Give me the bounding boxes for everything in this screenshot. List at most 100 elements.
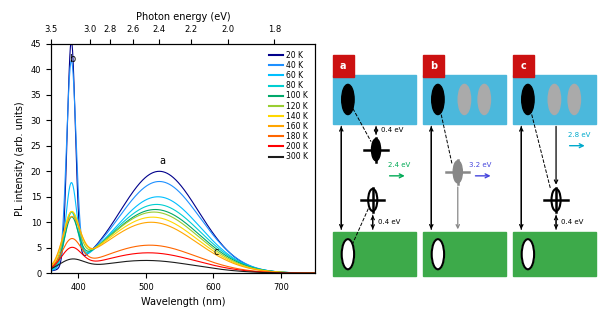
300 K bbox=[262, 271, 269, 274]
Text: b: b bbox=[69, 54, 76, 64]
160 K bbox=[232, 262, 239, 266]
Text: 0.4 eV: 0.4 eV bbox=[381, 127, 403, 133]
Text: b: b bbox=[430, 61, 437, 71]
140 K bbox=[69, 210, 76, 214]
40 K bbox=[257, 267, 265, 271]
140 K bbox=[257, 268, 265, 272]
40 K bbox=[153, 180, 160, 184]
Circle shape bbox=[478, 84, 490, 115]
160 K bbox=[68, 214, 76, 218]
200 K bbox=[68, 246, 76, 249]
Circle shape bbox=[368, 189, 377, 211]
180 K bbox=[262, 270, 269, 274]
Circle shape bbox=[551, 189, 560, 211]
X-axis label: Photon energy (eV): Photon energy (eV) bbox=[136, 12, 230, 22]
200 K bbox=[69, 246, 76, 249]
40 K bbox=[41, 270, 48, 273]
Y-axis label: PL intensity (arb. units): PL intensity (arb. units) bbox=[15, 101, 25, 216]
Line: 160 K: 160 K bbox=[44, 216, 322, 273]
Circle shape bbox=[458, 84, 470, 115]
40 K bbox=[262, 268, 269, 272]
160 K bbox=[262, 269, 269, 273]
120 K bbox=[318, 271, 325, 275]
60 K bbox=[257, 268, 265, 271]
Bar bbox=[513, 55, 534, 77]
180 K bbox=[163, 245, 170, 249]
20 K bbox=[69, 54, 76, 57]
160 K bbox=[257, 268, 265, 272]
120 K bbox=[257, 268, 265, 272]
160 K bbox=[41, 268, 48, 272]
60 K bbox=[163, 197, 170, 200]
140 K bbox=[262, 269, 269, 273]
140 K bbox=[232, 261, 239, 265]
Bar bbox=[333, 55, 354, 77]
60 K bbox=[68, 181, 75, 184]
Line: 140 K: 140 K bbox=[44, 211, 322, 273]
100 K bbox=[69, 215, 76, 219]
80 K bbox=[163, 204, 170, 208]
100 K bbox=[163, 210, 170, 214]
100 K bbox=[152, 208, 159, 211]
Text: 3.2 eV: 3.2 eV bbox=[469, 162, 491, 168]
Circle shape bbox=[431, 84, 444, 115]
Bar bbox=[423, 55, 444, 77]
Text: a: a bbox=[340, 61, 347, 71]
60 K bbox=[69, 183, 76, 187]
180 K bbox=[257, 270, 265, 273]
60 K bbox=[318, 271, 325, 275]
300 K bbox=[163, 260, 170, 263]
Line: 60 K: 60 K bbox=[44, 182, 322, 273]
Text: a: a bbox=[160, 156, 166, 166]
60 K bbox=[232, 257, 239, 261]
40 K bbox=[318, 271, 325, 275]
80 K bbox=[262, 268, 269, 272]
100 K bbox=[262, 268, 269, 272]
X-axis label: Wavelength (nm): Wavelength (nm) bbox=[141, 297, 225, 307]
80 K bbox=[257, 268, 265, 271]
180 K bbox=[232, 266, 239, 270]
300 K bbox=[70, 257, 77, 261]
140 K bbox=[153, 215, 160, 219]
100 K bbox=[153, 208, 160, 211]
180 K bbox=[153, 244, 160, 247]
Bar bbox=[513, 232, 596, 276]
Bar bbox=[423, 75, 506, 124]
120 K bbox=[153, 210, 160, 214]
200 K bbox=[262, 270, 269, 274]
Legend: 20 K, 40 K, 60 K, 80 K, 100 K, 120 K, 140 K, 160 K, 180 K, 200 K, 300 K: 20 K, 40 K, 60 K, 80 K, 100 K, 120 K, 14… bbox=[266, 48, 311, 164]
Circle shape bbox=[521, 84, 534, 115]
100 K bbox=[232, 259, 239, 263]
40 K bbox=[69, 68, 76, 72]
300 K bbox=[318, 271, 325, 275]
Circle shape bbox=[548, 84, 560, 115]
160 K bbox=[163, 223, 170, 227]
140 K bbox=[163, 218, 170, 222]
140 K bbox=[318, 271, 325, 275]
200 K bbox=[41, 269, 48, 273]
20 K bbox=[318, 271, 325, 275]
80 K bbox=[153, 203, 160, 206]
200 K bbox=[318, 271, 325, 275]
120 K bbox=[69, 210, 76, 214]
Line: 80 K: 80 K bbox=[44, 204, 322, 273]
Line: 40 K: 40 K bbox=[44, 61, 322, 273]
Text: c: c bbox=[520, 61, 526, 71]
40 K bbox=[163, 181, 170, 185]
180 K bbox=[69, 237, 76, 241]
Bar bbox=[333, 232, 416, 276]
Circle shape bbox=[431, 239, 444, 269]
Circle shape bbox=[341, 239, 354, 269]
Text: 2.4 eV: 2.4 eV bbox=[388, 162, 411, 168]
180 K bbox=[41, 269, 48, 273]
Line: 200 K: 200 K bbox=[44, 247, 322, 273]
Circle shape bbox=[521, 239, 534, 269]
Text: c: c bbox=[214, 247, 219, 257]
Circle shape bbox=[341, 84, 354, 115]
Line: 100 K: 100 K bbox=[44, 209, 322, 273]
200 K bbox=[257, 270, 265, 274]
60 K bbox=[153, 195, 160, 199]
20 K bbox=[257, 268, 265, 272]
Line: 20 K: 20 K bbox=[44, 41, 322, 273]
Line: 120 K: 120 K bbox=[44, 212, 322, 273]
